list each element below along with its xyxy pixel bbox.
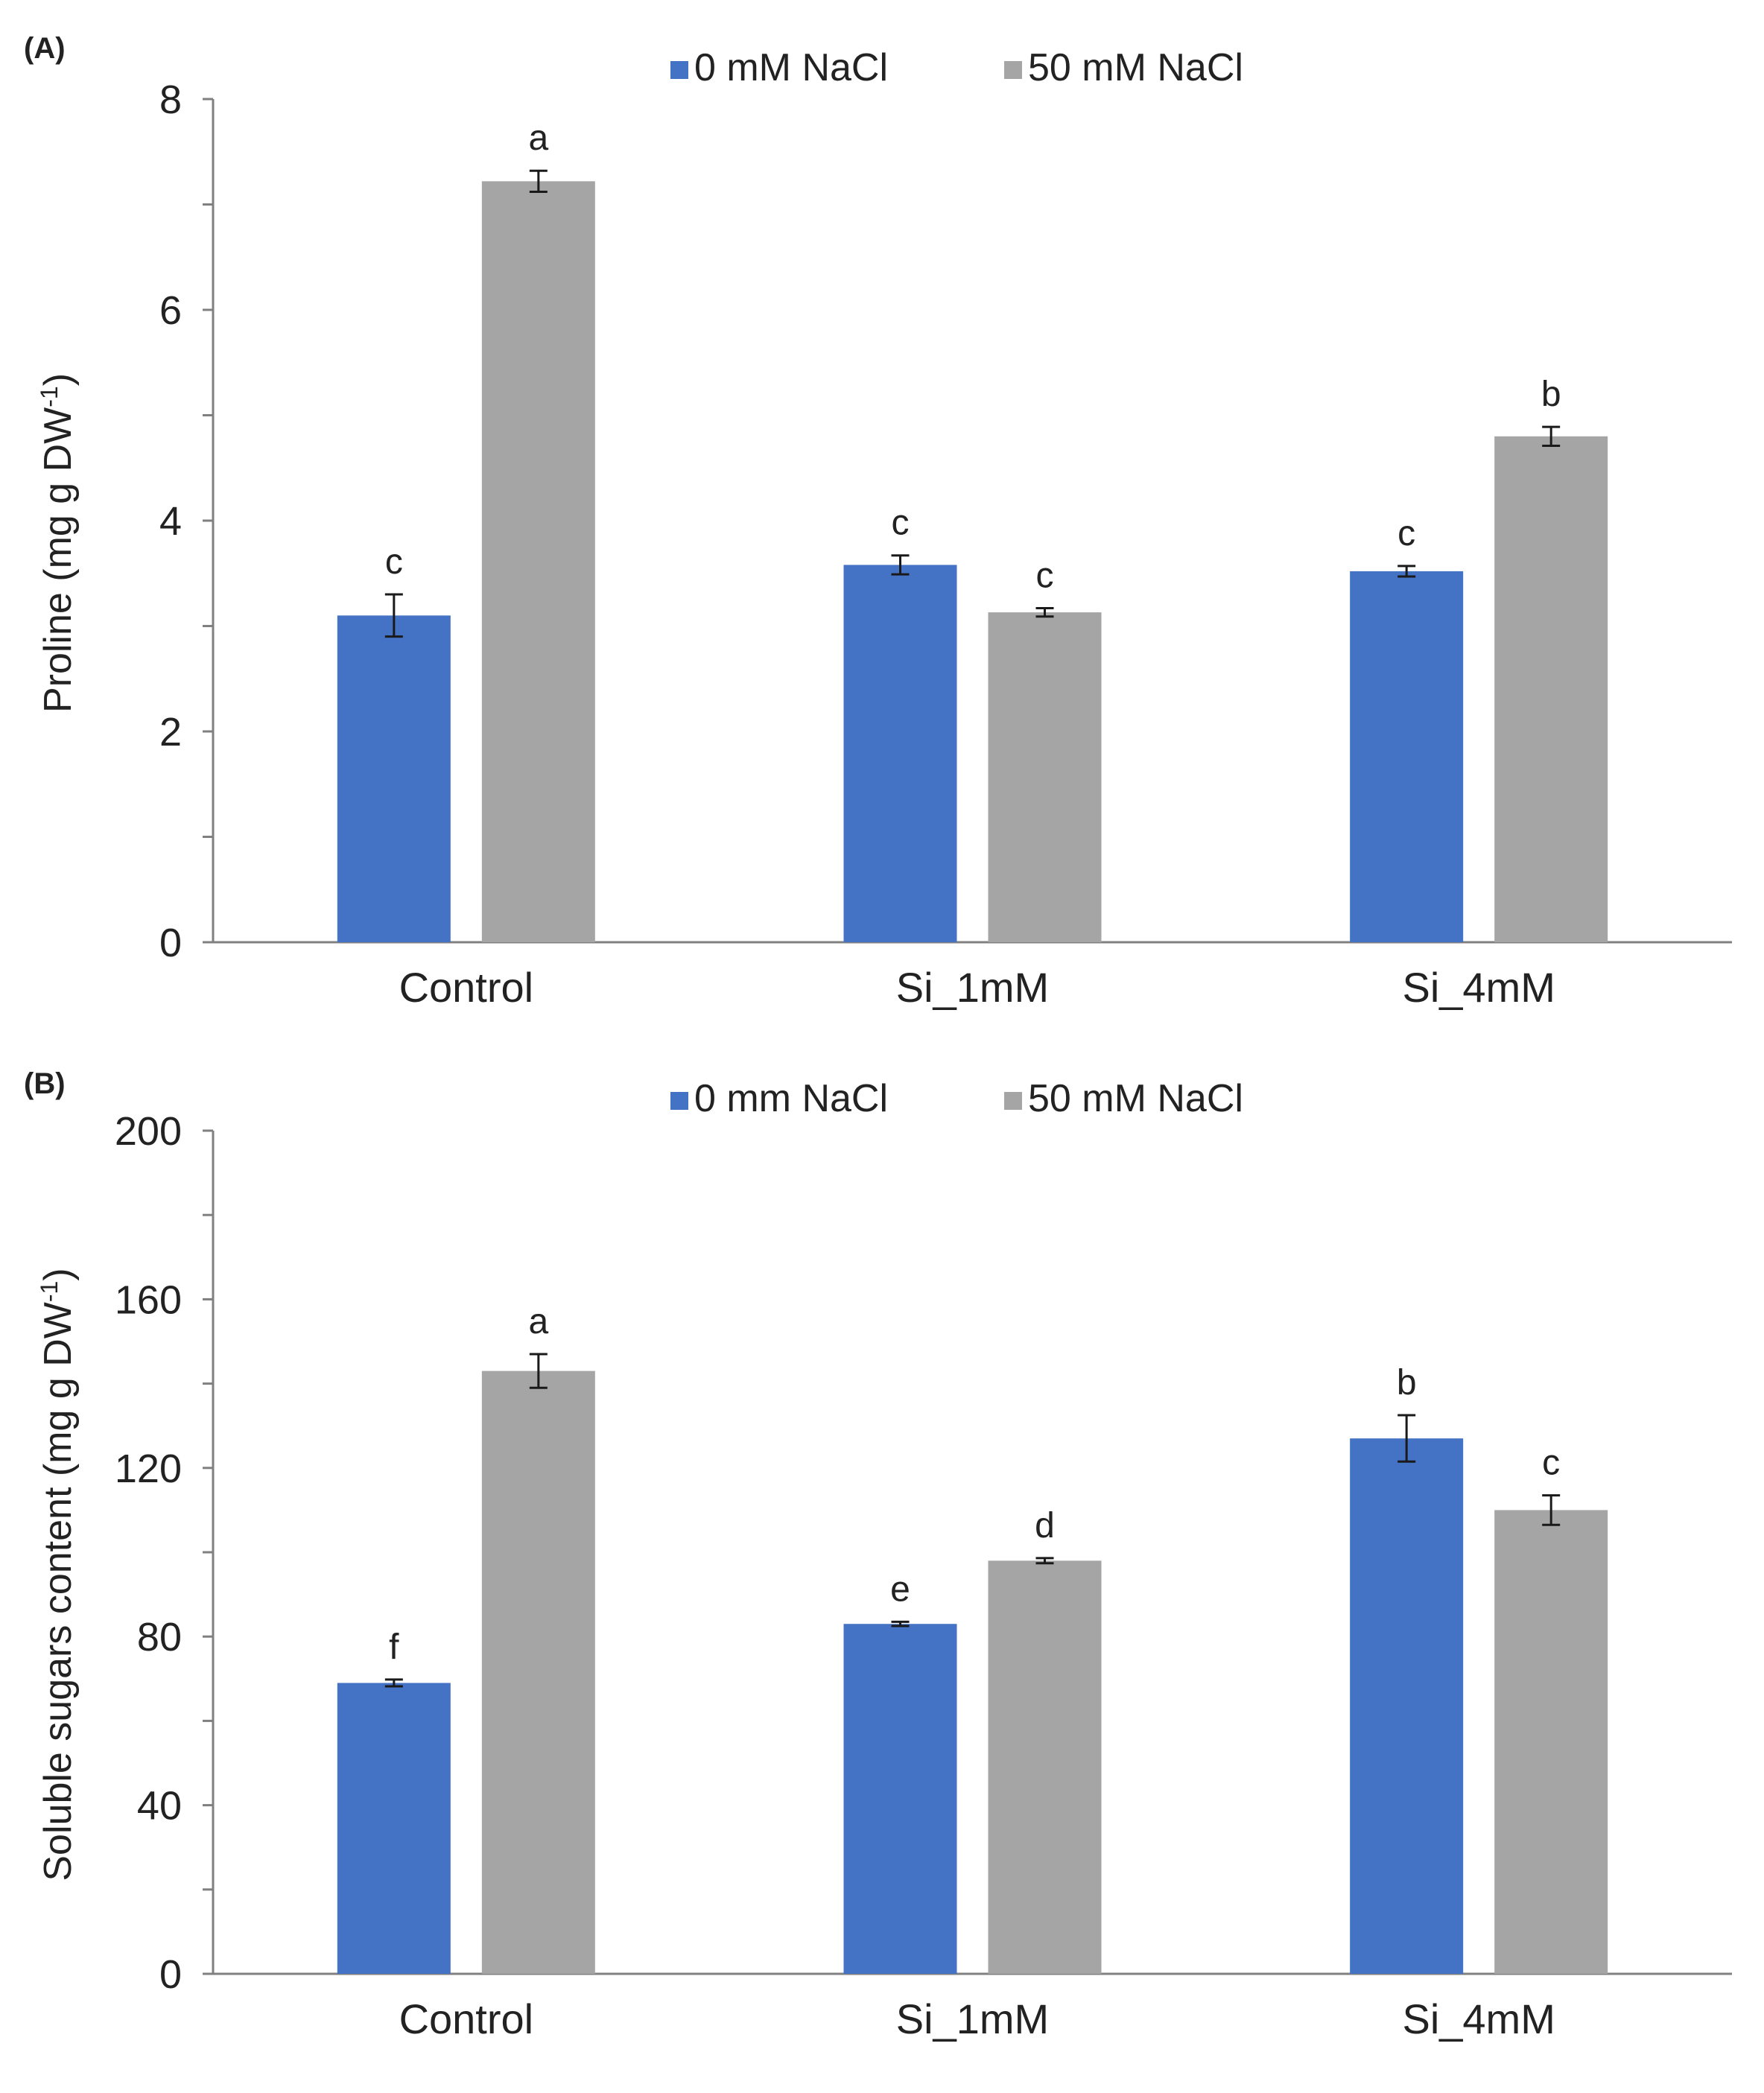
chart-panel-a: (A) 0 2 4 6 8 Proline (mg g DW-1) c a Control c c Si… bbox=[24, 32, 1732, 1011]
bar bbox=[988, 1560, 1102, 1974]
x-tick-label: Si_1mM bbox=[896, 964, 1049, 1011]
legend-swatch bbox=[670, 1092, 688, 1110]
bar bbox=[481, 181, 595, 942]
x-tick-label: Si_4mM bbox=[1402, 1995, 1555, 2042]
x-tick-label: Control bbox=[399, 1995, 534, 2042]
significance-letter: c bbox=[385, 542, 403, 582]
y-axis-label-main: Soluble sugars content (mg g DW bbox=[37, 1302, 80, 1881]
bar bbox=[1350, 571, 1464, 942]
y-axis-label-close: ) bbox=[37, 373, 80, 386]
significance-letter: c bbox=[892, 504, 910, 543]
significance-letter: f bbox=[389, 1627, 399, 1667]
y-tick-label: 200 bbox=[115, 1109, 182, 1154]
x-tick-label: Si_1mM bbox=[896, 1995, 1049, 2042]
significance-letter: c bbox=[1036, 556, 1054, 595]
y-tick-label: 120 bbox=[115, 1446, 182, 1491]
significance-letter: b bbox=[1541, 375, 1561, 414]
y-axis-label-close: ) bbox=[37, 1268, 80, 1280]
y-tick-label: 4 bbox=[159, 499, 182, 544]
bar bbox=[481, 1371, 595, 1974]
y-axis-label: Soluble sugars content (mg g DW-1) bbox=[36, 1268, 80, 1881]
significance-letter: a bbox=[528, 118, 548, 158]
legend-label: 50 mM NaCl bbox=[1028, 46, 1243, 89]
bar bbox=[988, 612, 1102, 942]
bar bbox=[1494, 436, 1608, 942]
y-axis-label-main: Proline (mg g DW bbox=[37, 407, 80, 713]
y-tick-label: 80 bbox=[137, 1615, 182, 1660]
y-axis-label-superscript: -1 bbox=[36, 1281, 63, 1302]
chart-panel-b: (B) 0 40 80 120 160 200 Soluble sugars content … bbox=[24, 1067, 1732, 2042]
significance-letter: c bbox=[1397, 514, 1415, 553]
y-tick-label: 0 bbox=[159, 921, 182, 965]
legend-swatch bbox=[1004, 61, 1022, 79]
panel-label: (A) bbox=[24, 32, 66, 65]
bar bbox=[843, 565, 957, 942]
significance-letter: c bbox=[1542, 1443, 1560, 1483]
significance-letter: b bbox=[1397, 1363, 1417, 1403]
y-tick-label: 2 bbox=[159, 710, 182, 755]
y-axis-label: Proline (mg g DW-1) bbox=[36, 373, 80, 713]
legend-label: 0 mm NaCl bbox=[694, 1077, 888, 1120]
y-tick-label: 160 bbox=[115, 1277, 182, 1322]
legend-label: 50 mM NaCl bbox=[1028, 1077, 1243, 1120]
y-tick-label: 0 bbox=[159, 1952, 182, 1997]
significance-letter: d bbox=[1035, 1506, 1055, 1546]
bar bbox=[1494, 1510, 1608, 1974]
bar bbox=[843, 1624, 957, 1974]
legend-label: 0 mM NaCl bbox=[694, 46, 888, 89]
bar bbox=[1350, 1438, 1464, 1974]
x-tick-label: Control bbox=[399, 964, 534, 1011]
legend-swatch bbox=[670, 61, 688, 79]
y-tick-label: 8 bbox=[159, 77, 182, 122]
panel-label: (B) bbox=[24, 1067, 66, 1100]
significance-letter: e bbox=[890, 1569, 910, 1609]
bar bbox=[337, 1683, 451, 1974]
y-tick-label: 40 bbox=[137, 1784, 182, 1829]
y-axis-label-superscript: -1 bbox=[36, 386, 63, 407]
y-tick-label: 6 bbox=[159, 288, 182, 333]
x-tick-label: Si_4mM bbox=[1402, 964, 1555, 1011]
significance-letter: a bbox=[528, 1302, 548, 1341]
bar bbox=[337, 615, 451, 942]
legend-swatch bbox=[1004, 1092, 1022, 1110]
